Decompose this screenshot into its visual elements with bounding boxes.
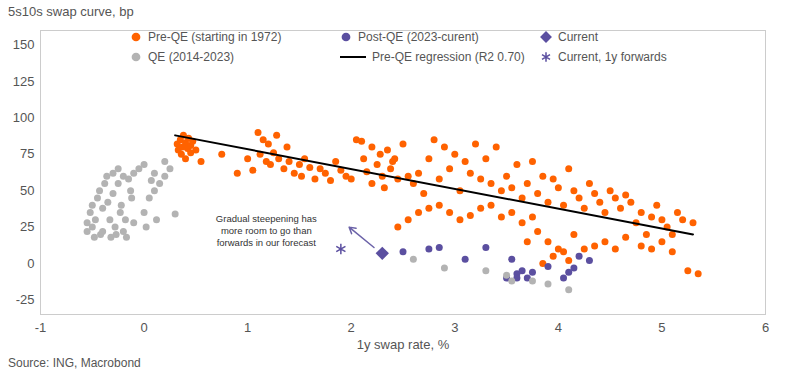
svg-text:75: 75 (20, 146, 34, 161)
html-text:Source: ING, Macrobond: Source: ING, Macrobond (8, 356, 141, 370)
svg-text:5: 5 (658, 320, 665, 335)
svg-text:1: 1 (244, 320, 251, 335)
svg-text:1y swap rate, %: 1y swap rate, % (357, 337, 450, 352)
svg-text:Gradual steepening hasmore roo: Gradual steepening hasmore room to go th… (216, 213, 317, 248)
html-text:Pre-QE (starting in 1972): Pre-QE (starting in 1972) (148, 30, 282, 44)
svg-text:-25: -25 (16, 292, 35, 307)
html-text:Current: Current (558, 30, 598, 44)
html-text:5s10s swap curve, bp: 5s10s swap curve, bp (8, 4, 134, 19)
svg-text:125: 125 (13, 74, 35, 89)
svg-text:25: 25 (20, 219, 34, 234)
html-text:Post-QE (2023-curent): Post-QE (2023-curent) (358, 30, 479, 44)
svg-text:150: 150 (13, 37, 35, 52)
svg-text:3: 3 (451, 320, 458, 335)
svg-text:-1: -1 (35, 320, 47, 335)
svg-text:2: 2 (348, 320, 355, 335)
svg-text:0: 0 (140, 320, 147, 335)
svg-text:0: 0 (27, 256, 34, 271)
svg-text:50: 50 (20, 183, 34, 198)
html-text:Pre-QE regression (R2 0.70): Pre-QE regression (R2 0.70) (372, 50, 525, 64)
svg-text:100: 100 (13, 110, 35, 125)
html-text:Current, 1y forwards: Current, 1y forwards (558, 50, 667, 64)
svg-text:4: 4 (555, 320, 562, 335)
svg-text:6: 6 (762, 320, 769, 335)
html-text:QE (2014-2023): QE (2014-2023) (148, 50, 235, 64)
